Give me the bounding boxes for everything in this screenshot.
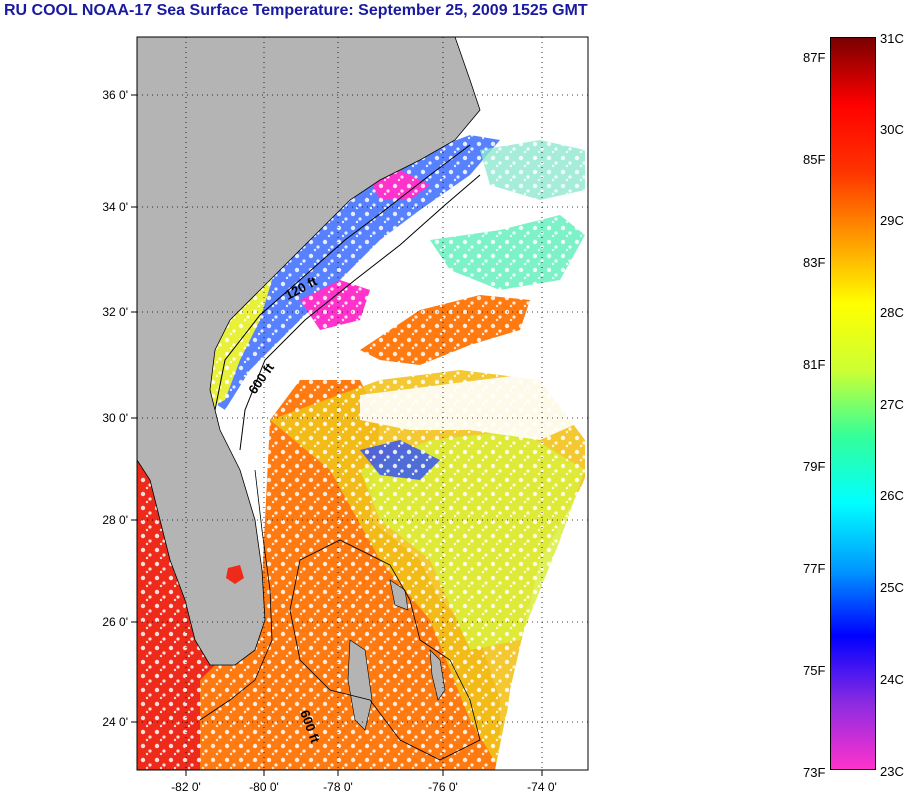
axis-ticks: [131, 94, 543, 776]
contour-120ft: [214, 144, 471, 411]
lon-label-74: -74 0': [527, 780, 557, 794]
lake-okeechobee: [226, 565, 244, 584]
colorbar-label-25c: 25C: [880, 580, 904, 595]
land-bahamas-eleuthera: [429, 649, 446, 701]
colorbar-label-30c: 30C: [880, 122, 904, 137]
colorbar-label-73f: 73F: [803, 765, 826, 780]
colorbar-label-75f: 75F: [803, 663, 826, 678]
colorbar-label-31c: 31C: [880, 31, 904, 46]
cloud-band-center: [360, 360, 585, 440]
lon-label-76: -76 0': [428, 780, 458, 794]
colorbar-label-26c: 26C: [880, 488, 904, 503]
contour-bahamas: [289, 539, 481, 761]
graticule: [137, 37, 588, 770]
colorbar-label-23c: 23C: [880, 764, 904, 779]
colorbar-label-79f: 79F: [803, 459, 826, 474]
colorbar-label-83f: 83F: [803, 255, 826, 270]
land-bahamas-abaco: [389, 579, 409, 611]
swath-edge-nodata: [455, 37, 588, 130]
colorbar-label-81f: 81F: [803, 357, 826, 372]
colorbar-label-28c: 28C: [880, 305, 904, 320]
colorbar-label-24c: 24C: [880, 672, 904, 687]
colorbar-label-29c: 29C: [880, 213, 904, 228]
lon-label-80: -80 0': [249, 780, 279, 794]
lon-label-82: -82 0': [171, 780, 201, 794]
land-bahamas-andros: [347, 639, 373, 731]
temperature-colorbar: [830, 37, 876, 770]
colorbar-label-27c: 27C: [880, 397, 904, 412]
lat-label-26: 26 0': [102, 615, 128, 629]
land-florida: [137, 37, 481, 666]
contour-florida-shelf: [199, 469, 273, 721]
colorbar-label-87f: 87F: [803, 50, 826, 65]
map-title: RU COOL NOAA-17 Sea Surface Temperature:…: [4, 2, 588, 19]
colorbar-label-85f: 85F: [803, 152, 826, 167]
lat-label-30: 30 0': [102, 411, 128, 425]
lon-label-78: -78 0': [323, 780, 353, 794]
lat-label-32: 32 0': [102, 305, 128, 319]
contour-600ft: [239, 174, 481, 451]
colorbar-label-77f: 77F: [803, 561, 826, 576]
swath-edge-nodata-east: [495, 470, 588, 770]
lat-label-36: 36 0': [102, 88, 128, 102]
lat-label-24: 24 0': [102, 715, 128, 729]
lat-label-34: 34 0': [102, 200, 128, 214]
lat-label-28: 28 0': [102, 513, 128, 527]
